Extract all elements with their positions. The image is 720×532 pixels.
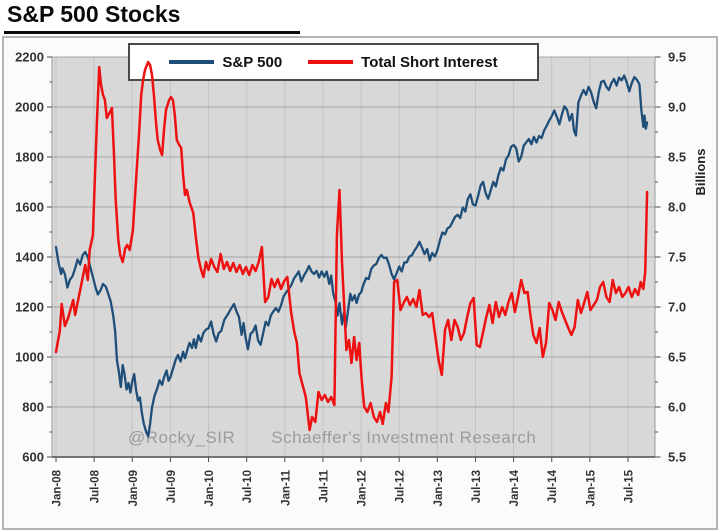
- watermark: @Rocky_SIR Schaeffer's Investment Resear…: [128, 428, 536, 448]
- x-axis-label: Jul-11: [318, 469, 330, 502]
- legend-item-sp500: S&P 500: [169, 54, 282, 71]
- x-axis-label: Jan-11: [280, 469, 292, 505]
- watermark-handle: @Rocky_SIR: [128, 428, 236, 447]
- x-axis-label: Jan-15: [585, 469, 597, 506]
- x-axis-label: Jul-08: [90, 469, 102, 503]
- x-axis-label: Jul-10: [242, 470, 254, 503]
- x-axis-label: Jul-09: [166, 470, 178, 503]
- legend-label-sp500: S&P 500: [222, 53, 283, 71]
- x-axis-label: Jul-12: [395, 470, 407, 503]
- y-axis-left-label: 1400: [15, 250, 44, 265]
- y-axis-left-label: 1600: [15, 200, 44, 215]
- y-axis-left-label: 2000: [15, 100, 44, 115]
- x-axis-label: Jul-15: [624, 469, 636, 503]
- chart-legend: S&P 500 Total Short Interest: [128, 43, 539, 81]
- x-axis-label: Jul-13: [471, 470, 483, 503]
- y-axis-left-label: 2200: [15, 50, 44, 65]
- watermark-firm: Schaeffer's Investment Research: [271, 428, 537, 447]
- y-axis-left-label: 1200: [15, 300, 44, 315]
- legend-item-short-interest: Total Short Interest: [308, 53, 498, 71]
- x-axis-label: Jan-12: [357, 470, 369, 506]
- y-axis-right-label: 5.5: [668, 450, 686, 465]
- y-axis-right-label: 9.0: [668, 100, 686, 115]
- y-axis-left-label: 1800: [15, 150, 44, 165]
- chart-title-block: S&P 500 Stocks: [4, 0, 300, 34]
- y-axis-right-label: 8.0: [668, 200, 686, 215]
- page-title: S&P 500 Stocks: [7, 1, 181, 27]
- y-axis-right-label: 9.5: [668, 50, 686, 65]
- y-axis-right-label: 6.0: [668, 400, 686, 415]
- y-axis-right-label: 8.5: [668, 150, 686, 165]
- x-axis-label: Jul-14: [547, 469, 559, 503]
- right-axis-title: Billions: [693, 149, 708, 196]
- y-axis-right-label: 7.5: [668, 250, 686, 265]
- sp500-line-sample-icon: [169, 60, 215, 64]
- x-axis-label: Jan-14: [509, 469, 521, 506]
- y-axis-left-label: 600: [22, 450, 44, 465]
- legend-label-short-interest: Total Short Interest: [361, 53, 498, 71]
- x-axis-label: Jan-08: [52, 469, 64, 506]
- y-axis-left-label: 800: [22, 400, 44, 415]
- x-axis-label: Jan-10: [204, 470, 216, 506]
- x-axis-label: Jan-09: [128, 470, 140, 506]
- short-interest-line-sample-icon: [308, 60, 354, 64]
- y-axis-right-label: 7.0: [668, 300, 686, 315]
- x-axis-label: Jan-13: [433, 470, 445, 506]
- y-axis-left-label: 1000: [15, 350, 44, 365]
- y-axis-right-label: 6.5: [668, 350, 686, 365]
